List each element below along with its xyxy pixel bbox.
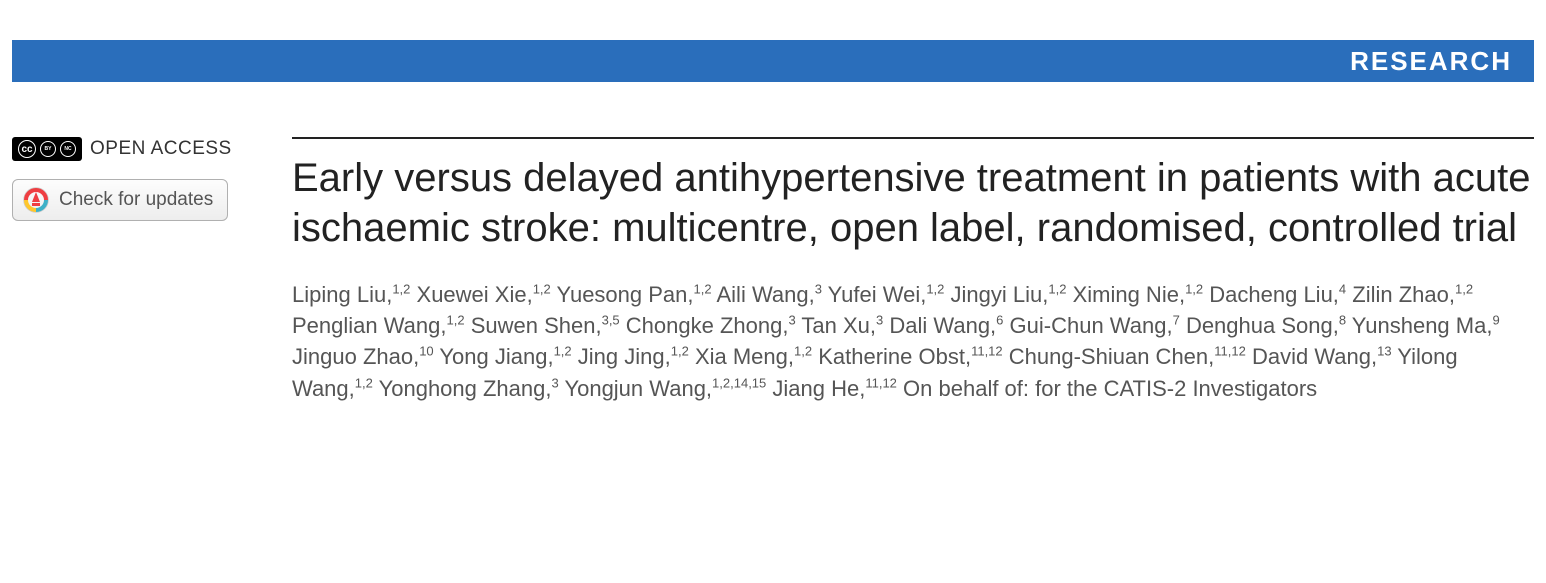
sidebar: cc BY NC OPEN ACCESS Check for updates (12, 137, 292, 404)
author-name: Jingyi Liu, (951, 282, 1049, 307)
author-affil: 1,2 (1048, 282, 1066, 297)
open-access-label: OPEN ACCESS (90, 138, 232, 160)
author-name: Xia Meng, (695, 344, 794, 369)
author-name: Yufei Wei, (828, 282, 927, 307)
author-affil: 11,12 (971, 344, 1003, 359)
author-affil: 3 (876, 313, 883, 328)
author-name: Chongke Zhong, (626, 313, 789, 338)
author-affil: 11,12 (1214, 344, 1246, 359)
author-affil: 1,2 (533, 282, 551, 297)
author-list: Liping Liu,1,2 Xuewei Xie,1,2 Yuesong Pa… (292, 279, 1534, 404)
author-name: Xuewei Xie, (417, 282, 533, 307)
author-affil: 4 (1339, 282, 1346, 297)
author-affil: 3 (551, 375, 558, 390)
on-behalf-text: On behalf of: for the CATIS-2 Investigat… (903, 376, 1317, 401)
author-affil: 1,2 (794, 344, 812, 359)
section-banner: RESEARCH (12, 40, 1534, 82)
article-title: Early versus delayed antihypertensive tr… (292, 153, 1534, 253)
author-affil: 1,2 (1185, 282, 1203, 297)
author-name: Ximing Nie, (1073, 282, 1185, 307)
cc-icon: cc (18, 140, 36, 158)
by-icon: BY (40, 141, 56, 157)
open-access-block: cc BY NC OPEN ACCESS (12, 137, 272, 161)
author-affil: 6 (996, 313, 1003, 328)
author-name: Suwen Shen, (471, 313, 602, 338)
author-affil: 3 (815, 282, 822, 297)
author-affil: 1,2 (355, 375, 373, 390)
author-name: Jinguo Zhao, (292, 344, 419, 369)
author-affil: 8 (1339, 313, 1346, 328)
author-affil: 1,2 (694, 282, 712, 297)
author-affil: 1,2 (447, 313, 465, 328)
author-name: Dacheng Liu, (1209, 282, 1339, 307)
section-banner-label: RESEARCH (1350, 46, 1512, 77)
author-affil: 3 (788, 313, 795, 328)
author-affil: 9 (1492, 313, 1499, 328)
author-name: Jing Jing, (578, 344, 671, 369)
author-affil: 13 (1377, 344, 1391, 359)
author-affil: 1,2 (554, 344, 572, 359)
author-name: Liping Liu, (292, 282, 392, 307)
check-updates-button[interactable]: Check for updates (12, 179, 228, 221)
check-updates-label: Check for updates (59, 189, 213, 211)
author-name: Zilin Zhao, (1352, 282, 1455, 307)
author-affil: 3,5 (602, 313, 620, 328)
author-name: Dali Wang, (889, 313, 996, 338)
article-header: cc BY NC OPEN ACCESS Check for updates E… (0, 137, 1546, 404)
article-main: Early versus delayed antihypertensive tr… (292, 137, 1534, 404)
crossmark-icon (23, 187, 49, 213)
author-name: Penglian Wang, (292, 313, 447, 338)
author-name: Yongjun Wang, (564, 376, 712, 401)
nc-icon: NC (60, 141, 76, 157)
author-name: Chung-Shiuan Chen, (1009, 344, 1214, 369)
author-affil: 1,2,14,15 (712, 375, 766, 390)
author-name: Aili Wang, (717, 282, 815, 307)
author-name: Yong Jiang, (439, 344, 553, 369)
author-affil: 1,2 (1455, 282, 1473, 297)
author-name: Gui-Chun Wang, (1010, 313, 1173, 338)
author-name: Yunsheng Ma, (1352, 313, 1493, 338)
author-affil: 1,2 (926, 282, 944, 297)
author-name: Tan Xu, (801, 313, 876, 338)
author-affil: 1,2 (671, 344, 689, 359)
author-name: David Wang, (1252, 344, 1377, 369)
author-name: Jiang He, (772, 376, 865, 401)
author-name: Yonghong Zhang, (379, 376, 552, 401)
author-name: Yuesong Pan, (557, 282, 694, 307)
author-affil: 1,2 (392, 282, 410, 297)
author-affil: 10 (419, 344, 433, 359)
cc-license-badge: cc BY NC (12, 137, 82, 161)
author-affil: 7 (1173, 313, 1180, 328)
author-affil: 11,12 (865, 375, 897, 390)
author-name: Denghua Song, (1186, 313, 1339, 338)
author-name: Katherine Obst, (818, 344, 971, 369)
